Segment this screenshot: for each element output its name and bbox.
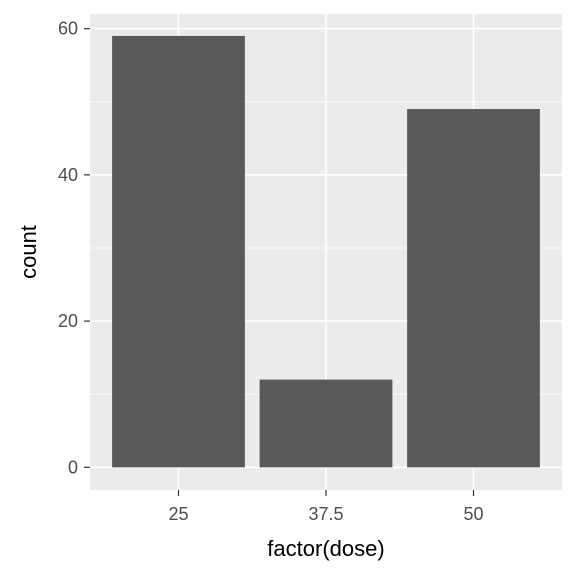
- bars: [112, 35, 540, 468]
- x-axis-title: factor(dose): [267, 536, 384, 561]
- y-tick-label: 20: [58, 311, 78, 331]
- y-axis: 0 20 40 60: [58, 19, 90, 477]
- y-tick-label: 60: [58, 19, 78, 39]
- x-tick-label: 37.5: [308, 504, 343, 524]
- bar-25: [112, 35, 245, 468]
- x-tick-label: 25: [168, 504, 188, 524]
- bar-37.5: [259, 379, 393, 468]
- x-axis: 25 37.5 50: [168, 490, 484, 524]
- y-tick-label: 0: [68, 457, 78, 477]
- y-tick-label: 40: [58, 165, 78, 185]
- y-axis-title: count: [16, 225, 41, 279]
- bar-50: [407, 109, 540, 468]
- x-tick-label: 50: [463, 504, 483, 524]
